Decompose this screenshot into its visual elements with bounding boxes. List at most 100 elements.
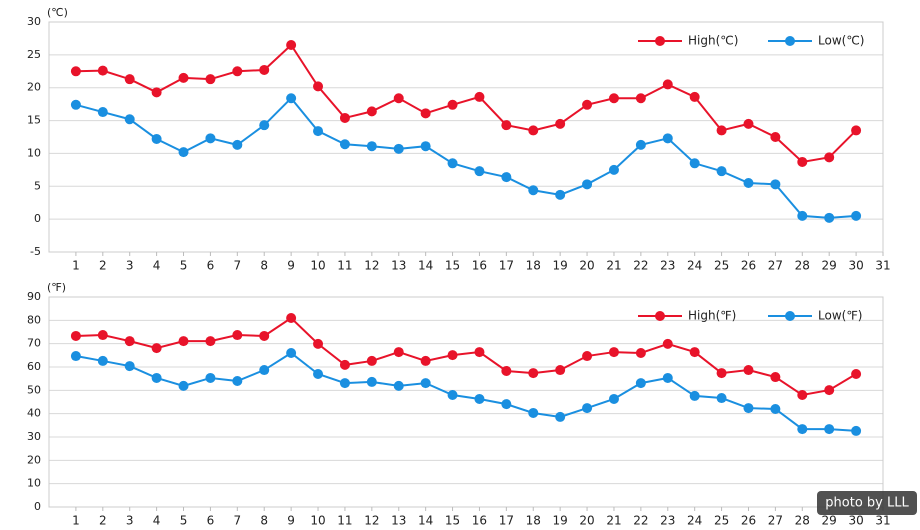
point — [797, 424, 808, 435]
y-tick-label: 50 — [27, 383, 41, 396]
point — [662, 372, 673, 383]
point — [124, 336, 135, 347]
x-tick-label: 10 — [310, 259, 325, 273]
x-tick-label: 6 — [207, 259, 215, 273]
x-tick-label: 10 — [310, 514, 325, 528]
point — [770, 132, 781, 142]
point — [339, 359, 350, 370]
point — [689, 91, 700, 102]
point — [339, 378, 350, 389]
x-tick-label: 17 — [499, 259, 514, 273]
point — [97, 107, 108, 118]
point — [528, 125, 539, 136]
point — [151, 372, 162, 383]
y-tick-label: 5 — [34, 179, 41, 192]
point — [824, 212, 835, 223]
plot-border — [48, 296, 884, 508]
x-tick-label: 8 — [260, 259, 268, 273]
point — [151, 343, 162, 354]
x-tick-label: 11 — [337, 514, 352, 528]
point — [716, 166, 727, 177]
point — [447, 350, 458, 361]
x-tick-label: 9 — [287, 514, 295, 528]
unit-label: (℉) — [47, 281, 66, 294]
point — [97, 65, 108, 76]
point — [474, 393, 485, 404]
y-tick-label: 25 — [27, 48, 41, 61]
y-tick-label: 10 — [27, 477, 41, 490]
point — [555, 365, 566, 376]
point — [608, 164, 619, 175]
watermark-bg — [817, 491, 917, 515]
point — [797, 210, 808, 221]
series-line — [75, 351, 857, 432]
x-tick-label: 2 — [99, 259, 107, 273]
y-tick-label: 20 — [27, 81, 41, 94]
point — [770, 372, 781, 383]
point — [635, 348, 646, 358]
point — [124, 114, 135, 125]
point — [824, 424, 835, 435]
point — [716, 393, 727, 404]
point — [501, 120, 512, 131]
x-tick-label: 28 — [795, 514, 810, 528]
point — [124, 361, 135, 372]
point — [420, 108, 431, 119]
x-tick-label: 22 — [633, 514, 648, 528]
x-tick-label: 9 — [287, 259, 295, 273]
x-tick-label: 26 — [741, 259, 756, 273]
y-tick-label: 30 — [27, 15, 41, 28]
y-tick-label: 30 — [27, 430, 41, 443]
point — [770, 404, 781, 414]
point — [178, 336, 189, 347]
point — [70, 66, 81, 77]
x-tick-label: 24 — [687, 259, 702, 273]
x-tick-label: 8 — [260, 514, 268, 528]
point — [770, 179, 781, 190]
point — [420, 355, 431, 366]
legend-marker — [785, 36, 795, 46]
point — [232, 330, 243, 341]
x-tick-label: 3 — [126, 259, 134, 273]
point — [635, 378, 646, 389]
x-tick-label: 25 — [714, 514, 729, 528]
x-tick-label: 21 — [606, 514, 621, 528]
x-tick-label: 18 — [526, 259, 541, 273]
legend-label: Low(℉) — [818, 309, 862, 323]
point — [178, 72, 189, 83]
point — [474, 347, 485, 358]
x-tick-label: 3 — [126, 514, 134, 528]
point — [851, 125, 862, 136]
point — [286, 348, 297, 358]
x-tick-label: 14 — [418, 259, 433, 273]
point — [286, 40, 297, 50]
x-tick-label: 7 — [234, 514, 242, 528]
point — [313, 338, 324, 349]
point — [366, 376, 377, 387]
point — [232, 139, 243, 150]
point — [716, 368, 727, 379]
x-tick-label: 1 — [72, 259, 80, 273]
point — [393, 380, 404, 391]
point — [743, 365, 754, 376]
point — [689, 390, 700, 401]
unit-label: (℃) — [47, 6, 68, 19]
x-tick-label: 1 — [72, 514, 80, 528]
legend-label: High(℉) — [688, 309, 736, 323]
point — [474, 91, 485, 102]
x-tick-label: 19 — [553, 514, 568, 528]
x-tick-label: 2 — [99, 514, 107, 528]
x-tick-label: 20 — [579, 514, 594, 528]
legend-marker — [655, 311, 665, 321]
point — [743, 178, 754, 188]
point — [635, 93, 646, 104]
x-tick-label: 29 — [822, 259, 837, 273]
point — [689, 347, 700, 358]
point — [501, 365, 512, 376]
series-line — [75, 43, 857, 164]
point — [528, 368, 539, 379]
x-tick-label: 22 — [633, 259, 648, 273]
point — [205, 336, 216, 347]
x-tick-label: 12 — [364, 514, 379, 528]
point — [582, 179, 593, 190]
